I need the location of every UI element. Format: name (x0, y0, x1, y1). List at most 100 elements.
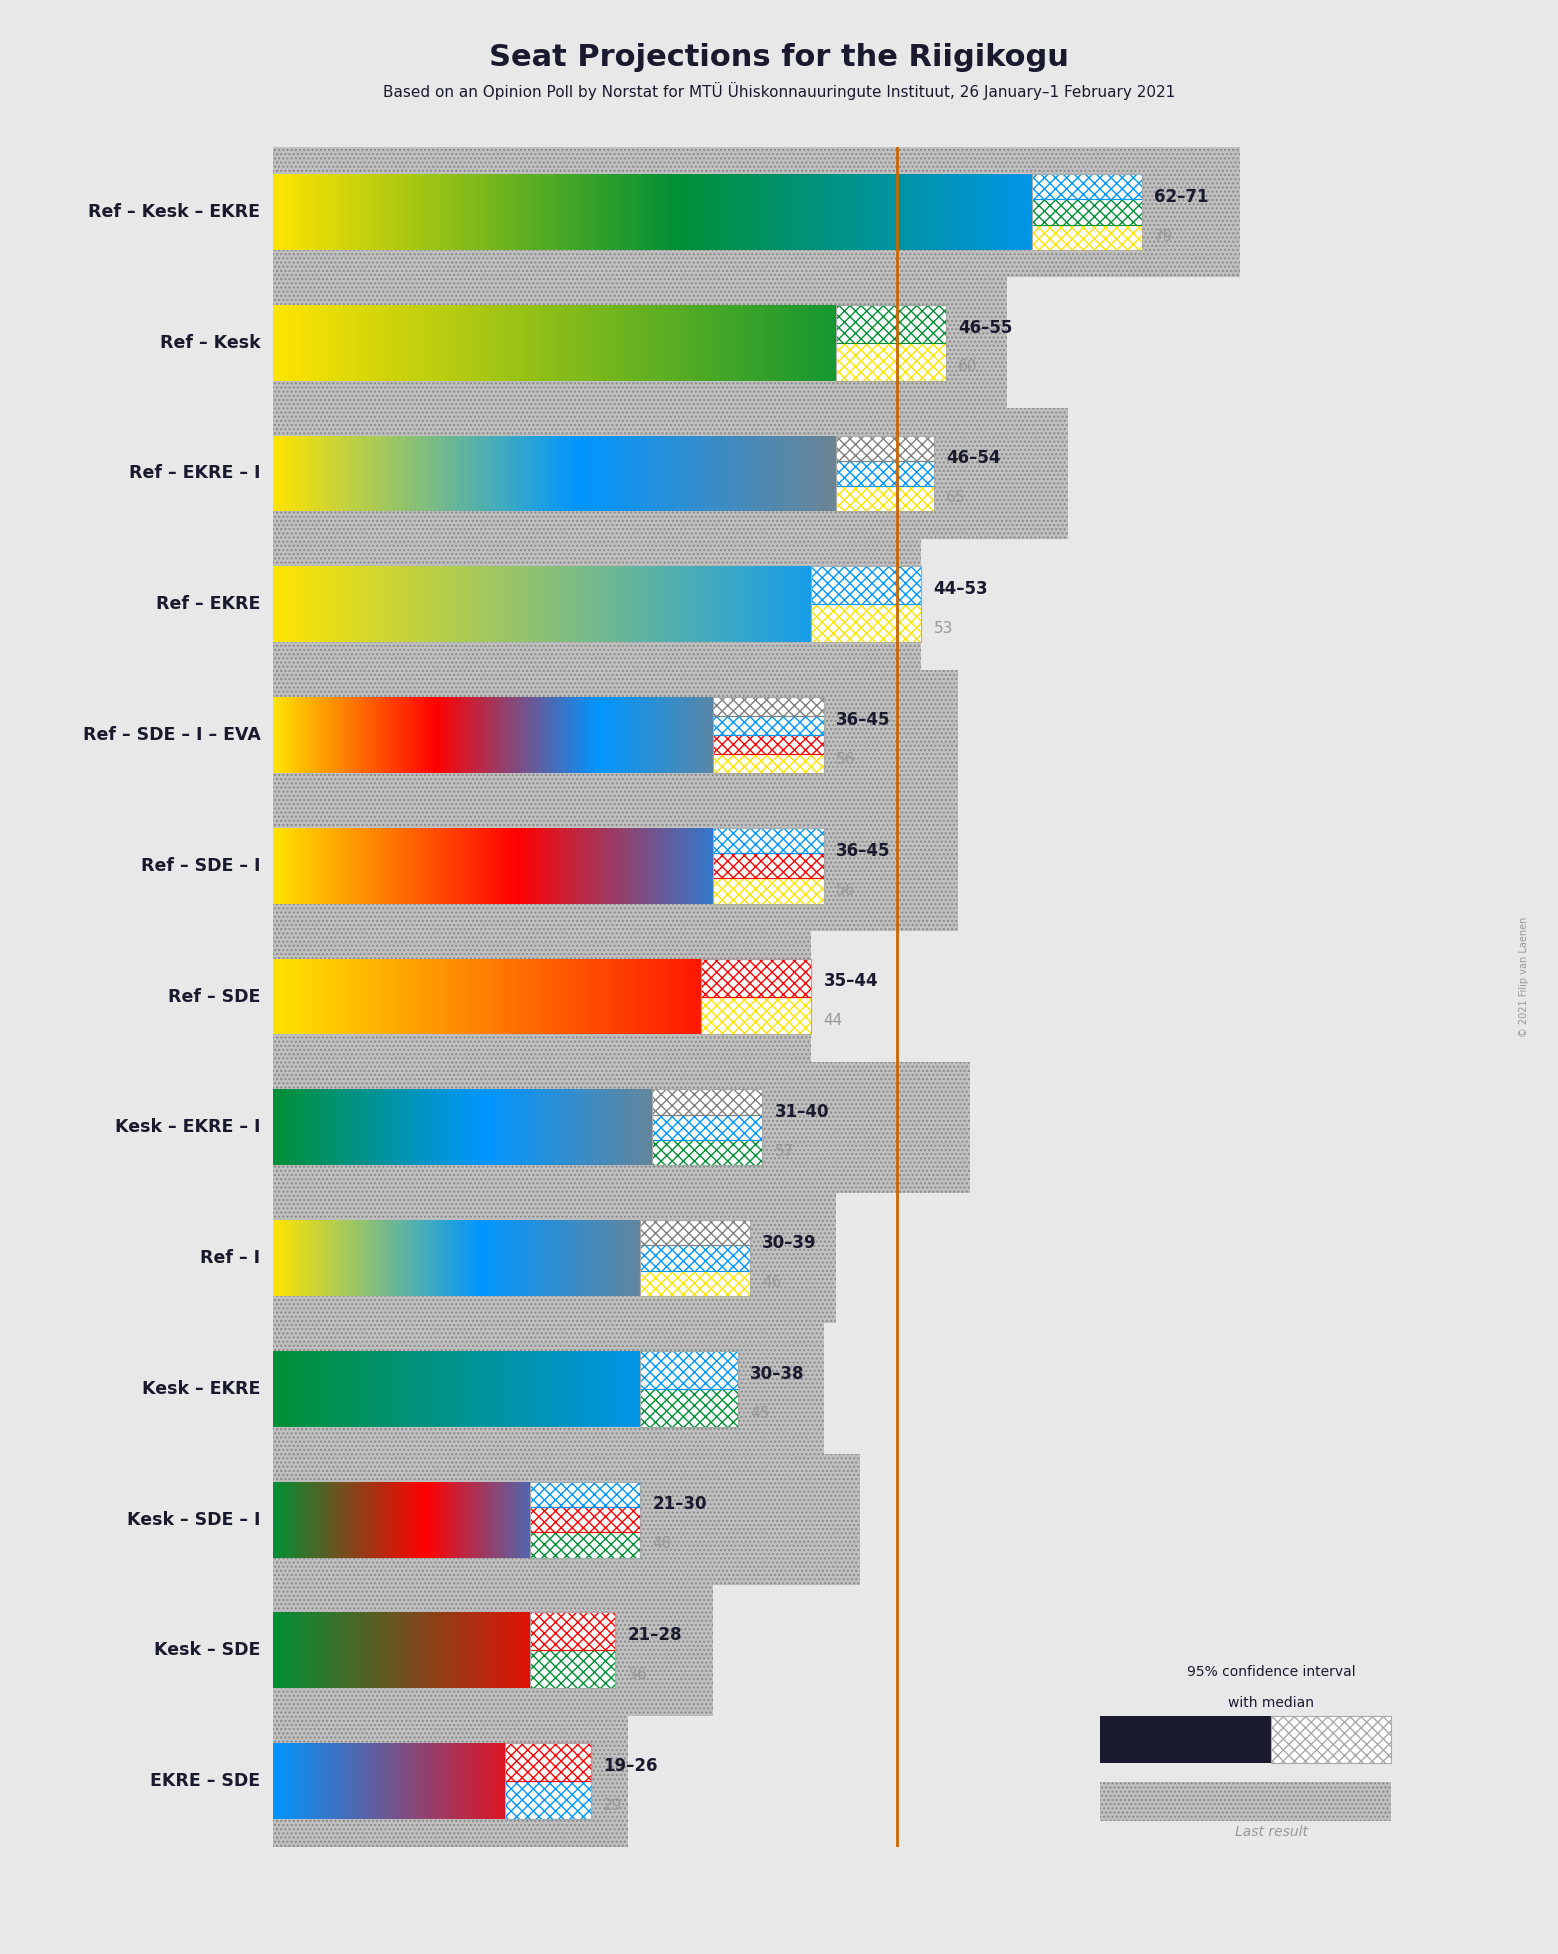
Bar (879, 305, 880, 381)
Bar (340, 828, 341, 903)
Bar (569, 305, 570, 381)
Bar (734, 174, 735, 250)
Bar (530, 305, 531, 381)
Bar (645, 828, 647, 903)
Bar (700, 305, 701, 381)
Bar (679, 436, 681, 512)
Bar (410, 959, 411, 1034)
Bar (637, 567, 639, 643)
Bar (628, 436, 629, 512)
Bar (388, 828, 390, 903)
Bar (640, 1270, 749, 1296)
Bar (615, 698, 617, 774)
Bar (343, 436, 344, 512)
Bar (471, 828, 472, 903)
Bar (774, 174, 776, 250)
Bar (435, 174, 436, 250)
Bar (558, 959, 559, 1034)
Bar (592, 567, 594, 643)
Bar (343, 828, 344, 903)
Bar (684, 959, 686, 1034)
Bar (519, 698, 520, 774)
Bar (799, 305, 801, 381)
Bar (690, 828, 692, 903)
Bar (354, 436, 357, 512)
Bar (714, 698, 824, 774)
Bar (377, 174, 380, 250)
Bar (637, 305, 640, 381)
Bar (541, 698, 542, 774)
Bar (471, 567, 472, 643)
Bar (273, 539, 921, 670)
Bar (612, 698, 614, 774)
Bar (734, 959, 735, 1034)
Bar (377, 698, 379, 774)
Bar (1005, 174, 1008, 250)
Bar (287, 959, 288, 1034)
Bar (503, 567, 506, 643)
Bar (374, 436, 377, 512)
Bar (726, 828, 728, 903)
Bar (305, 828, 307, 903)
Bar (273, 408, 1069, 539)
Bar (357, 828, 360, 903)
Bar (640, 828, 642, 903)
Bar (276, 174, 277, 250)
Bar (583, 436, 584, 512)
Bar (827, 436, 829, 512)
Bar (394, 567, 396, 643)
Bar (678, 959, 679, 1034)
Bar (1070, 174, 1072, 250)
Bar (617, 305, 620, 381)
Bar (640, 1245, 749, 1270)
Bar (273, 277, 1006, 408)
Bar (905, 174, 908, 250)
Bar (418, 305, 419, 381)
Bar (385, 567, 386, 643)
Bar (812, 604, 921, 643)
Bar (642, 305, 643, 381)
Bar (575, 567, 576, 643)
Bar (489, 959, 491, 1034)
Bar (620, 828, 622, 903)
Bar (305, 567, 308, 643)
Bar (548, 567, 552, 643)
Bar (746, 567, 748, 643)
Text: Ref – EKRE – I: Ref – EKRE – I (129, 465, 260, 483)
Bar (572, 959, 573, 1034)
Bar (402, 959, 404, 1034)
Bar (477, 959, 478, 1034)
Bar (273, 147, 1240, 277)
Bar (432, 305, 433, 381)
Bar (463, 567, 464, 643)
Bar (690, 698, 692, 774)
Bar (386, 959, 388, 1034)
Bar (799, 567, 801, 643)
Bar (530, 959, 531, 1034)
Bar (486, 959, 488, 1034)
Bar (628, 305, 629, 381)
Bar (523, 174, 525, 250)
Bar (695, 174, 698, 250)
Text: 21–28: 21–28 (628, 1626, 682, 1643)
Bar (349, 698, 351, 774)
Bar (354, 305, 357, 381)
Bar (456, 698, 458, 774)
Bar (310, 828, 312, 903)
Bar (846, 174, 849, 250)
Bar (584, 698, 586, 774)
Bar (760, 174, 763, 250)
Bar (456, 174, 458, 250)
Bar (410, 436, 411, 512)
Bar (307, 305, 310, 381)
Bar (556, 959, 558, 1034)
Bar (456, 567, 458, 643)
Bar (461, 567, 463, 643)
Bar (626, 305, 628, 381)
Bar (606, 828, 608, 903)
Bar (436, 174, 439, 250)
Bar (723, 959, 724, 1034)
Bar (714, 879, 824, 903)
Bar (653, 1114, 762, 1139)
Bar (843, 567, 844, 643)
